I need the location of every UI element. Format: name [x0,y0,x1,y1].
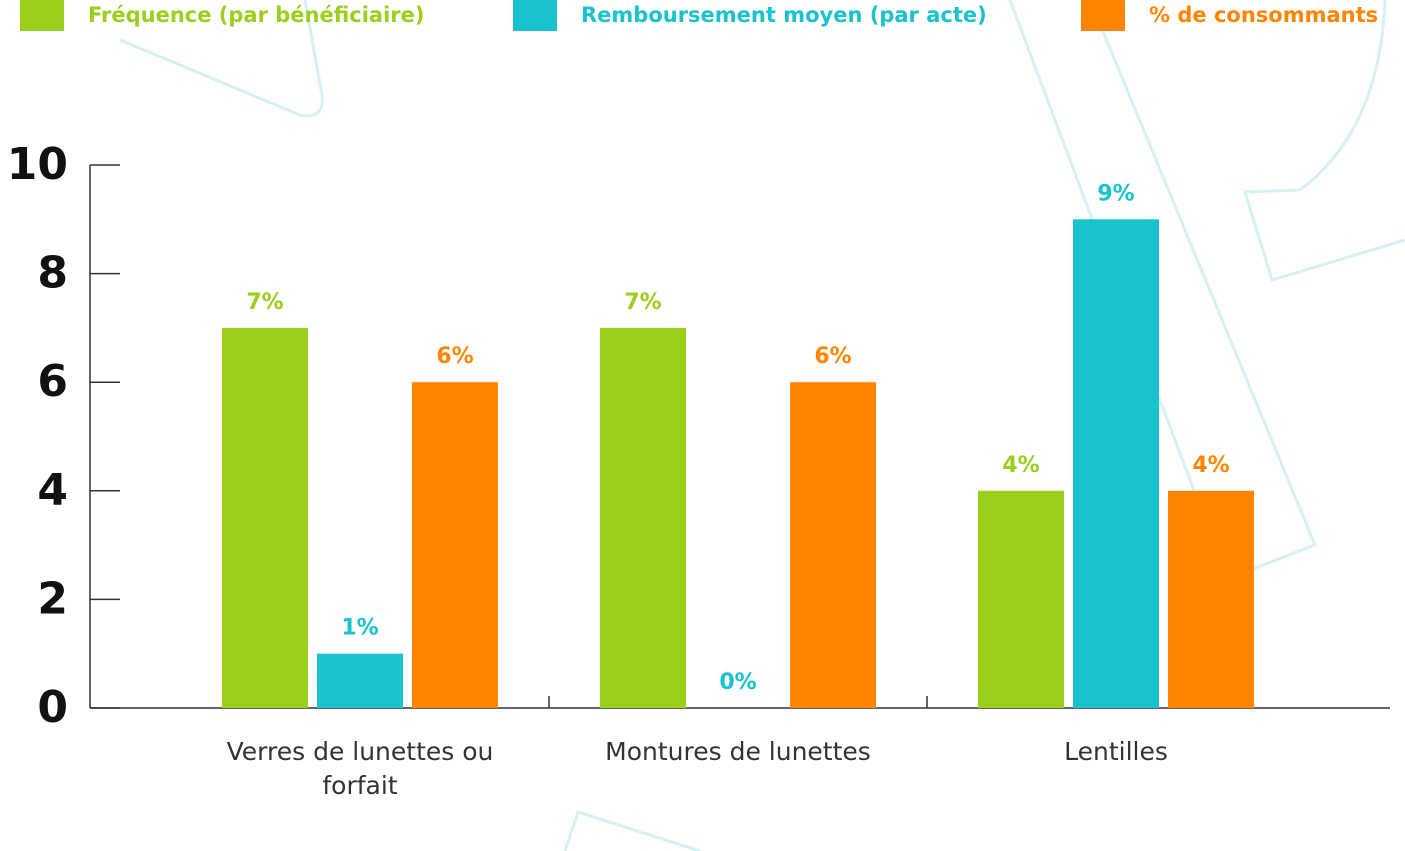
value-label: 9% [1097,181,1134,206]
bar [222,328,308,708]
value-label: 6% [436,344,473,369]
bar [978,491,1064,708]
x-tick-label: Montures de lunettes [588,735,888,769]
legend-label: Remboursement moyen (par acte) [581,3,987,27]
value-label: 7% [624,290,661,315]
x-tick-label: Lentilles [966,735,1266,769]
chart: 0 2 4 6 8 10 Fréquence (par bénéficiaire) Rembo… [0,0,1405,851]
value-label: 6% [814,344,851,369]
bar [1073,219,1159,708]
value-label: 4% [1002,453,1039,478]
y-tick-label: 8 [37,248,68,299]
y-tick-label: 2 [37,573,68,624]
y-tick-label: 0 [37,682,68,733]
bar [790,382,876,708]
value-label: 0% [719,670,756,695]
legend-label: Fréquence (par bénéficiaire) [88,3,425,27]
legend-swatch [1081,0,1125,31]
bar [317,654,403,708]
bar [1168,491,1254,708]
bar [412,382,498,708]
value-label: 4% [1192,453,1229,478]
y-tick-label: 6 [37,356,68,407]
background-decoration [120,0,1405,851]
value-label: 1% [341,616,378,641]
y-tick-label: 10 [7,139,68,190]
bar [600,328,686,708]
legend-label: % de consommants [1149,3,1378,27]
legend-swatch [20,0,64,31]
chart-page: 0 2 4 6 8 10 Fréquence (par bénéficiaire) Rembo… [0,0,1405,851]
y-tick-label: 4 [37,465,68,516]
x-tick-label: Verres de lunettes ou forfait [210,735,510,803]
legend-swatch [513,0,557,31]
value-label: 7% [246,290,283,315]
